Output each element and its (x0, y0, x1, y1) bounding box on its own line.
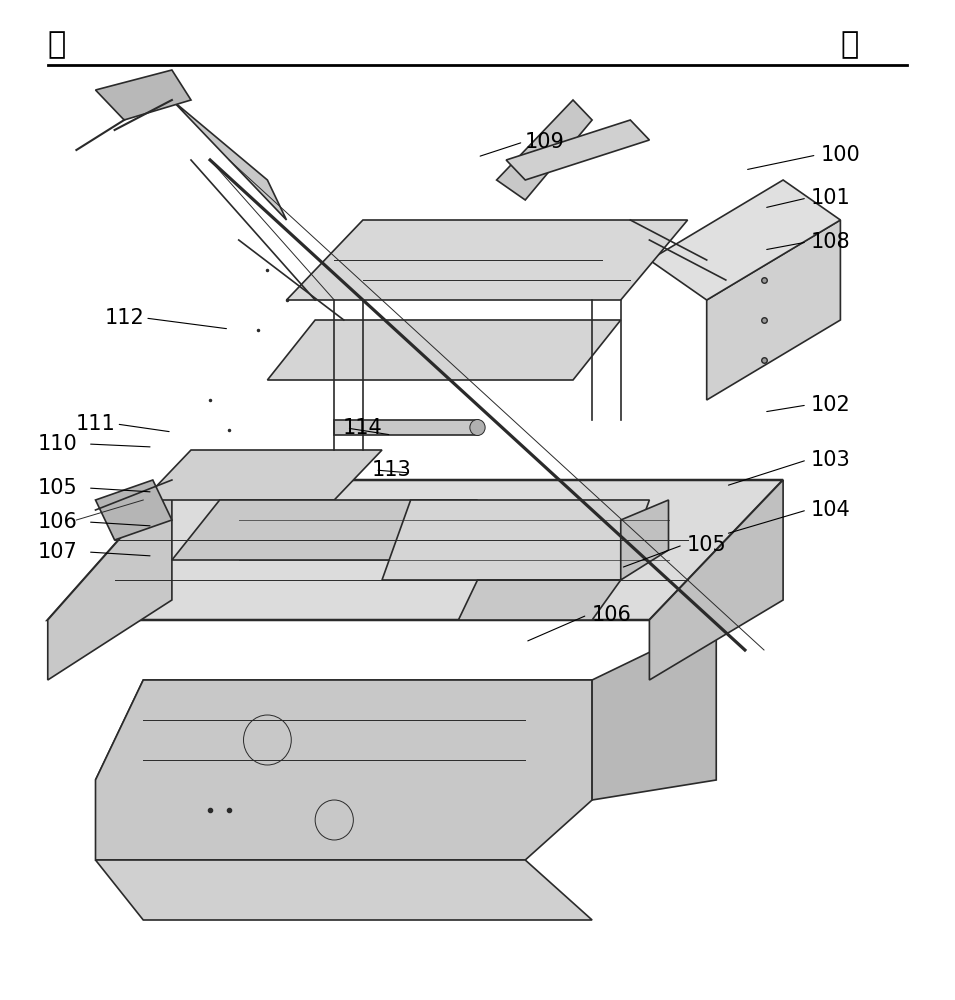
Text: 106: 106 (591, 605, 631, 625)
Polygon shape (48, 480, 172, 680)
Polygon shape (497, 100, 592, 200)
Polygon shape (48, 480, 783, 620)
Polygon shape (621, 500, 668, 580)
Polygon shape (172, 100, 286, 220)
Polygon shape (506, 120, 649, 180)
Polygon shape (707, 220, 840, 400)
Text: 106: 106 (37, 512, 77, 532)
Polygon shape (592, 620, 716, 800)
Text: 105: 105 (37, 478, 77, 498)
Polygon shape (96, 680, 592, 860)
Polygon shape (458, 580, 621, 620)
Text: 108: 108 (811, 232, 851, 252)
Circle shape (470, 420, 485, 436)
Text: 111: 111 (75, 414, 116, 434)
Text: 107: 107 (37, 542, 77, 562)
Text: 109: 109 (524, 132, 564, 152)
Polygon shape (96, 480, 172, 540)
Text: 103: 103 (811, 450, 851, 470)
Text: 110: 110 (37, 434, 77, 454)
Text: 113: 113 (371, 460, 412, 480)
Text: 前: 前 (840, 30, 859, 59)
Polygon shape (334, 420, 478, 435)
Text: 100: 100 (820, 145, 860, 165)
Text: 104: 104 (811, 500, 851, 520)
Polygon shape (96, 860, 592, 920)
Polygon shape (172, 500, 478, 560)
Polygon shape (96, 680, 592, 780)
Text: 105: 105 (687, 535, 727, 555)
Text: 114: 114 (343, 418, 383, 438)
Polygon shape (649, 480, 783, 680)
Polygon shape (286, 220, 688, 300)
Polygon shape (267, 320, 621, 380)
Polygon shape (382, 500, 649, 580)
Polygon shape (649, 180, 840, 300)
Text: 112: 112 (104, 308, 144, 328)
Text: 102: 102 (811, 395, 851, 415)
Polygon shape (96, 70, 191, 120)
Text: 101: 101 (811, 188, 851, 208)
Text: 后: 后 (48, 30, 66, 59)
Polygon shape (143, 450, 382, 500)
